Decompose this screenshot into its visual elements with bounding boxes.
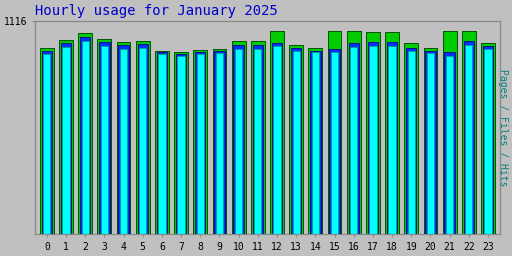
Bar: [216, 54, 223, 234]
Bar: [138, 44, 148, 234]
Bar: [43, 54, 51, 234]
Bar: [194, 50, 207, 234]
Bar: [120, 49, 127, 234]
Bar: [312, 52, 319, 234]
Bar: [387, 42, 397, 234]
Bar: [462, 31, 476, 234]
Bar: [233, 45, 244, 234]
Bar: [273, 46, 281, 234]
Bar: [481, 43, 495, 234]
Bar: [389, 46, 396, 234]
Bar: [232, 41, 246, 234]
Bar: [289, 45, 303, 234]
Text: Hourly usage for January 2025: Hourly usage for January 2025: [35, 4, 278, 18]
Y-axis label: Pages / Files / Hits: Pages / Files / Hits: [498, 69, 508, 186]
Bar: [158, 54, 165, 234]
Bar: [465, 45, 473, 234]
Bar: [62, 47, 70, 234]
Bar: [59, 40, 73, 234]
Bar: [157, 52, 167, 234]
Bar: [117, 42, 131, 234]
Bar: [385, 33, 399, 234]
Bar: [350, 47, 357, 234]
Bar: [310, 51, 321, 234]
Bar: [139, 48, 146, 234]
Bar: [81, 41, 89, 234]
Bar: [97, 39, 111, 234]
Bar: [254, 49, 262, 234]
Bar: [235, 49, 242, 234]
Bar: [331, 52, 338, 234]
Bar: [368, 42, 378, 234]
Bar: [212, 49, 226, 234]
Bar: [369, 46, 376, 234]
Bar: [195, 51, 205, 234]
Bar: [61, 43, 71, 234]
Bar: [270, 31, 284, 234]
Bar: [78, 33, 92, 234]
Bar: [40, 48, 54, 234]
Bar: [176, 54, 186, 234]
Bar: [329, 49, 340, 234]
Bar: [446, 56, 453, 234]
Bar: [328, 31, 342, 234]
Bar: [444, 52, 455, 234]
Bar: [136, 41, 150, 234]
Bar: [101, 46, 108, 234]
Bar: [484, 49, 492, 234]
Bar: [197, 54, 204, 234]
Bar: [404, 43, 418, 234]
Bar: [178, 56, 185, 234]
Bar: [291, 48, 302, 234]
Bar: [347, 31, 360, 234]
Bar: [99, 42, 110, 234]
Bar: [118, 45, 129, 234]
Bar: [252, 45, 263, 234]
Bar: [251, 41, 265, 234]
Bar: [308, 48, 322, 234]
Bar: [349, 43, 359, 234]
Bar: [464, 41, 474, 234]
Bar: [155, 51, 169, 234]
Bar: [174, 52, 188, 234]
Bar: [483, 46, 493, 234]
Bar: [408, 51, 415, 234]
Bar: [80, 37, 90, 234]
Bar: [406, 48, 416, 234]
Bar: [272, 43, 282, 234]
Bar: [41, 51, 52, 234]
Bar: [292, 51, 300, 234]
Bar: [214, 51, 225, 234]
Bar: [427, 54, 434, 234]
Bar: [366, 33, 380, 234]
Bar: [443, 31, 457, 234]
Bar: [423, 48, 437, 234]
Bar: [425, 51, 436, 234]
